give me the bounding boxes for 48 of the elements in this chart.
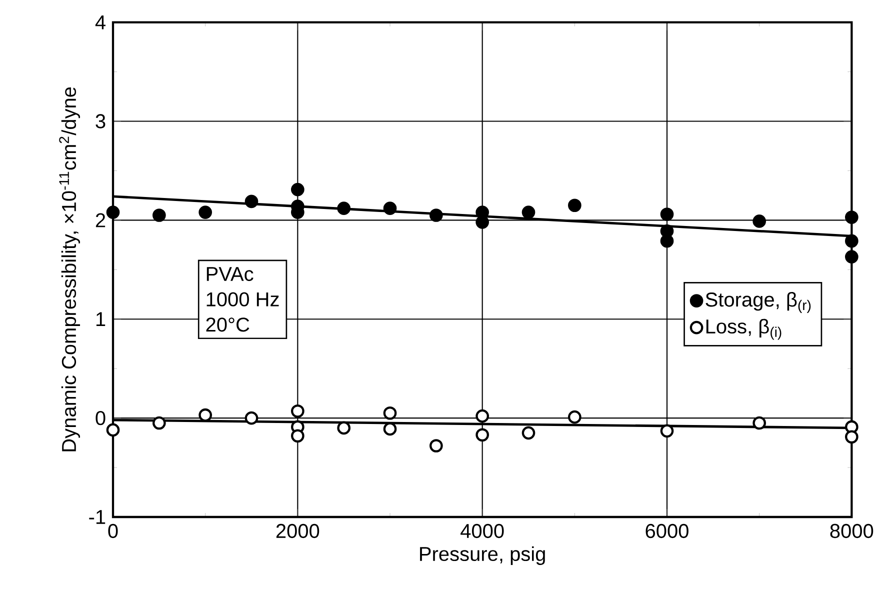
- point: [752, 416, 766, 430]
- point: [198, 206, 212, 219]
- point: [291, 429, 304, 443]
- y-tick-label: 1: [96, 312, 106, 326]
- point: [430, 439, 443, 452]
- point: [430, 208, 443, 222]
- y-tick-label: 0: [96, 410, 106, 426]
- point: [291, 182, 304, 196]
- y-tick-label: 2: [96, 213, 106, 228]
- point: [476, 428, 490, 442]
- point: [106, 206, 120, 219]
- point: [476, 409, 490, 423]
- point: [152, 208, 166, 222]
- point: [244, 411, 258, 425]
- point: [152, 416, 166, 430]
- y-tick-label: 3: [96, 114, 106, 128]
- y-axis-title: Dynamic Compressibility, ×10$^{-11}$cm$^{2}$/dyne: [59, 87, 80, 452]
- point: [568, 198, 582, 212]
- x-tick-label: 0: [108, 524, 118, 538]
- point: [198, 408, 212, 422]
- point: [291, 404, 304, 418]
- x-tick-label: 6000: [646, 524, 688, 538]
- point: [522, 206, 536, 219]
- y-tick-label: -1: [89, 510, 106, 524]
- annotation: PVAc: [206, 267, 254, 282]
- point: [476, 216, 490, 229]
- legend-label: Storage, β$_{(r)}$: [706, 292, 811, 313]
- point: [522, 426, 536, 440]
- y-tick-label: 4: [95, 15, 106, 30]
- point: [660, 424, 674, 438]
- x-tick-label: 8000: [830, 524, 874, 538]
- annotation: 1000 Hz: [206, 292, 279, 306]
- x-tick-label: 2000: [276, 524, 320, 538]
- point: [752, 214, 766, 228]
- point: [106, 423, 120, 437]
- x-axis-title: Pressure, psig: [420, 546, 545, 565]
- point: [337, 202, 351, 215]
- annotation: 20°C: [206, 318, 250, 332]
- point: [383, 406, 397, 420]
- point: [660, 208, 674, 221]
- point: [660, 234, 674, 248]
- x-tick-label: 4000: [460, 524, 504, 538]
- point: [383, 422, 397, 436]
- legend-label: Loss, β$_{(i)}$: [706, 318, 782, 340]
- point: [244, 194, 258, 208]
- point: [383, 202, 397, 215]
- point: [337, 421, 351, 435]
- point: [568, 410, 582, 424]
